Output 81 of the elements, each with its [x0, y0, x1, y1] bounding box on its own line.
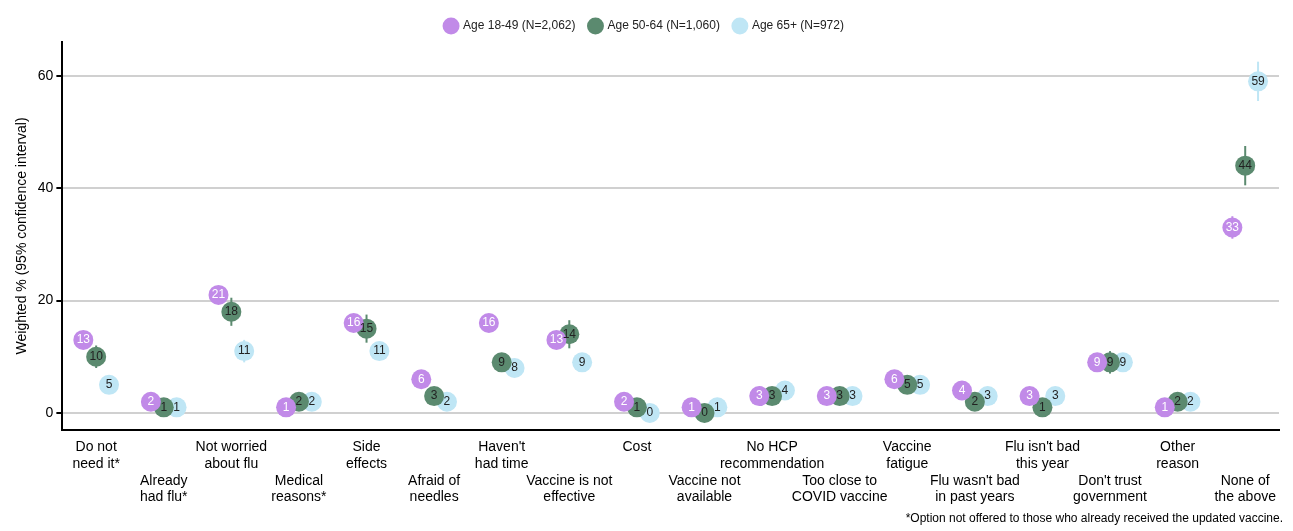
y-tick-label: 40 [37, 178, 54, 195]
data-label: 2 [308, 394, 316, 409]
x-tick-label: Already had flu* [140, 471, 189, 505]
data-label: 33 [1225, 219, 1240, 234]
x-tick-label: Not worried about flu [195, 438, 268, 471]
text: *Option not offered to those who already received the updated vaccine. [905, 511, 1283, 526]
data-label: 10 [89, 349, 104, 364]
data-label: 44 [1238, 157, 1253, 172]
y-tick-label: 60 [37, 66, 54, 83]
data-label: 3 [849, 388, 857, 403]
data-label: 16 [482, 315, 496, 330]
data-label: 1 [713, 399, 721, 414]
data-label: 4 [781, 382, 789, 397]
x-tick-label: Afraid of needles [408, 471, 461, 505]
legend-label: Age 18-49 (N=2,062) [463, 18, 576, 33]
data-label: 6 [417, 371, 425, 386]
data-label: 2 [971, 394, 979, 409]
data-label: 0 [701, 405, 709, 420]
x-tick-label: Flu isn't bad this year [1004, 438, 1080, 471]
x-tick-label: Cost [622, 438, 652, 455]
data-label: 3 [768, 388, 776, 403]
data-label: 8 [511, 360, 519, 375]
data-label: 3 [836, 388, 844, 403]
data-label: 0 [646, 405, 654, 420]
data-label: 1 [173, 399, 181, 414]
y-tick-label: 20 [37, 291, 54, 308]
data-label: 6 [891, 371, 899, 386]
data-label: 18 [224, 304, 239, 319]
data-label: 3 [755, 388, 763, 403]
data-label: 1 [1161, 399, 1169, 414]
data-label: 3 [430, 388, 438, 403]
data-label: 14 [562, 326, 577, 341]
data-label: 21 [211, 287, 226, 302]
data-label: 3 [1026, 388, 1034, 403]
data-label: 1 [282, 399, 290, 414]
data-label: 11 [373, 343, 386, 358]
data-label: 15 [359, 320, 374, 335]
data-label: 3 [1051, 388, 1059, 403]
data-label: 13 [549, 332, 564, 347]
y-tick-label: 0 [45, 403, 54, 420]
data-label: 13 [76, 332, 91, 347]
data-label: 2 [147, 394, 155, 409]
data-label: 11 [237, 343, 251, 358]
data-label: 1 [633, 399, 641, 414]
data-label: 2 [620, 394, 628, 409]
data-label: 1 [160, 399, 168, 414]
data-label: 9 [1093, 354, 1101, 369]
x-tick-label: Vaccine fatigue [882, 438, 932, 471]
data-label: 5 [916, 377, 924, 392]
x-tick-label: Flu wasn't bad in past years [929, 471, 1020, 505]
data-label: 1 [1039, 399, 1047, 414]
data-label: 1 [688, 399, 696, 414]
data-label: 2 [295, 394, 303, 409]
x-tick-label: Do not need it* [72, 438, 121, 471]
x-tick-label: Vaccine not available [668, 471, 741, 505]
data-label: 3 [823, 388, 831, 403]
data-label: 2 [1187, 394, 1195, 409]
data-label: 5 [105, 377, 113, 392]
data-label: 5 [903, 377, 911, 392]
x-tick-label: Medical reasons* [271, 471, 328, 505]
x-tick-label: None of the above [1214, 471, 1277, 505]
data-label: 16 [347, 315, 361, 330]
data-label: 9 [1119, 354, 1127, 369]
x-tick-label: Too close to COVID vaccine [791, 471, 888, 505]
data-label: 2 [443, 394, 451, 409]
data-label: 9 [498, 354, 506, 369]
data-label: 2 [1174, 394, 1182, 409]
data-label: 9 [578, 354, 586, 369]
x-tick-label: Side effects [346, 438, 388, 471]
x-tick-label: No HCP recommendation [719, 438, 825, 471]
x-tick-label: Vaccine is not effective [526, 471, 613, 505]
x-tick-label: Don't trust government [1073, 471, 1148, 505]
data-label: 4 [958, 382, 966, 397]
x-tick-label: Haven't had time [474, 438, 529, 471]
data-label: 9 [1106, 354, 1114, 369]
x-tick-label: Other reason [1156, 438, 1200, 471]
legend-label: Age 50-64 (N=1,060) [607, 18, 720, 33]
data-label: 59 [1251, 73, 1266, 88]
y-axis-title: Weighted % (95% confidence interval) [13, 117, 30, 355]
data-label: 3 [984, 388, 992, 403]
legend-label: Age 65+ (N=972) [751, 18, 844, 33]
